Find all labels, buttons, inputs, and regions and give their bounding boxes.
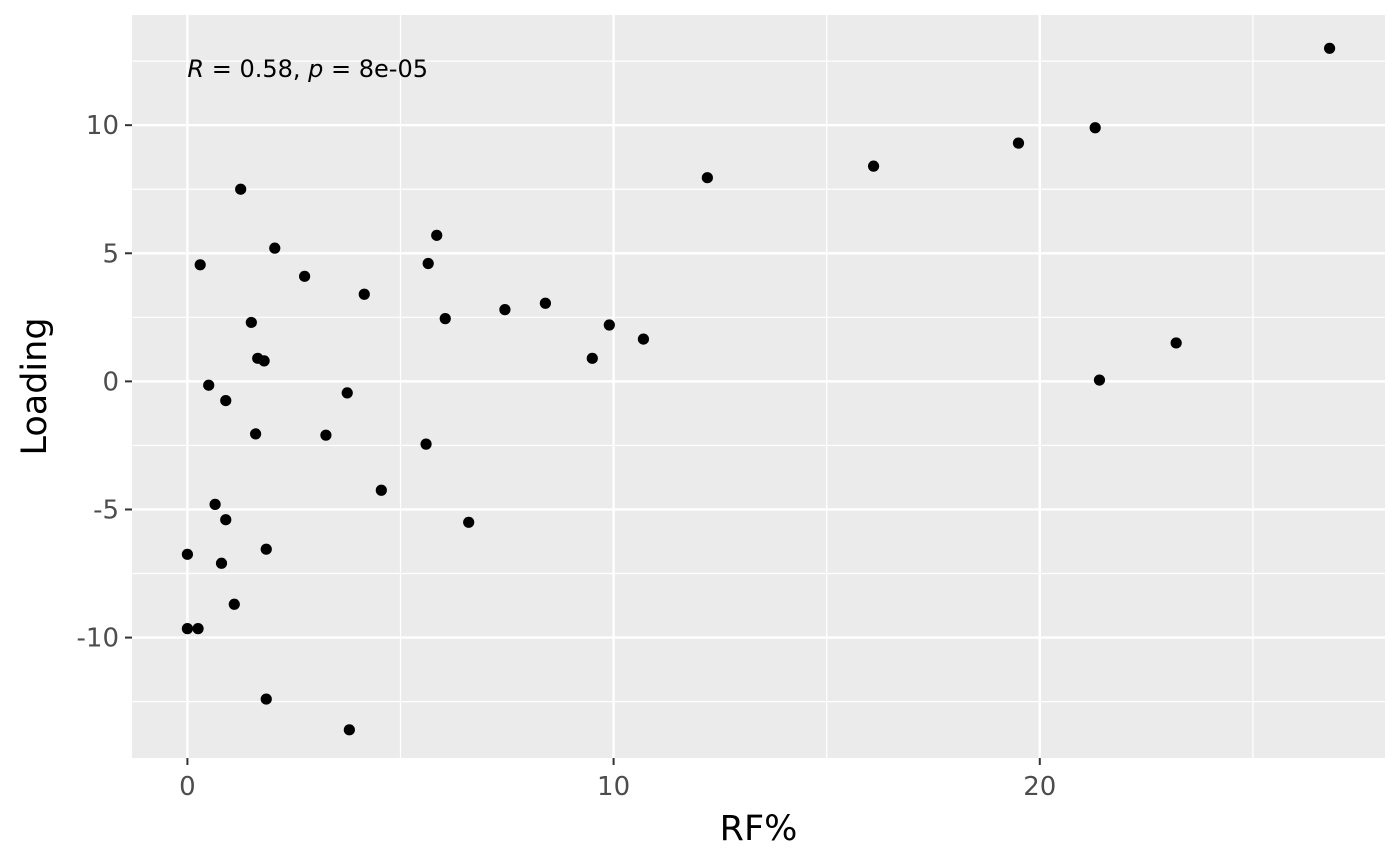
y-tick-label: 0 — [102, 367, 119, 397]
annotation-p-value: = 8e-05 — [323, 55, 428, 83]
data-point — [181, 548, 194, 560]
data-point — [603, 319, 615, 331]
data-point — [269, 242, 281, 254]
data-point — [260, 543, 272, 555]
data-point — [1093, 374, 1106, 386]
data-point — [1012, 137, 1025, 149]
annotation-r-value: = 0.58, — [204, 55, 308, 83]
data-point — [701, 172, 713, 184]
plot-panel — [132, 15, 1385, 758]
data-point — [867, 160, 880, 172]
x-tick-label: 20 — [1023, 772, 1056, 802]
y-axis-title: Loading — [15, 317, 55, 455]
correlation-annotation: R = 0.58, p = 8e-05 — [187, 55, 428, 83]
data-point — [1323, 42, 1336, 54]
data-point — [235, 183, 247, 195]
data-points — [181, 42, 1336, 736]
data-point — [260, 693, 272, 705]
data-point — [194, 259, 206, 271]
major-gridlines — [132, 15, 1385, 758]
data-point — [586, 352, 598, 364]
annotation-p-symbol: p — [307, 55, 323, 83]
data-point — [420, 438, 432, 450]
data-point — [422, 257, 434, 270]
y-tick-label: -5 — [93, 495, 119, 525]
y-axis: -10 -5 0 5 10 — [77, 111, 132, 654]
data-point — [203, 379, 215, 391]
data-point — [258, 355, 270, 367]
data-point — [463, 516, 475, 528]
y-tick-label: 10 — [86, 111, 119, 141]
data-point — [181, 623, 194, 635]
data-point — [343, 724, 355, 736]
data-point — [375, 484, 387, 496]
data-point — [249, 428, 262, 440]
data-point — [1170, 337, 1182, 349]
data-point — [431, 229, 443, 241]
data-point — [1089, 122, 1101, 134]
y-tick-label: 5 — [102, 239, 119, 269]
data-point — [192, 623, 204, 635]
x-axis: 0 10 20 — [179, 758, 1056, 802]
annotation-r-symbol: R — [187, 55, 204, 83]
data-point — [220, 514, 232, 526]
data-point — [341, 387, 353, 399]
x-tick-label: 10 — [597, 772, 630, 802]
data-point — [439, 313, 451, 325]
data-point — [320, 429, 332, 441]
x-axis-title: RF% — [720, 809, 798, 849]
data-point — [637, 333, 650, 345]
data-point — [499, 304, 511, 316]
data-point — [539, 297, 552, 309]
y-tick-label: -10 — [77, 624, 119, 654]
x-tick-label: 0 — [179, 772, 196, 802]
data-point — [215, 557, 228, 569]
data-point — [228, 598, 240, 610]
minor-gridlines — [132, 15, 1385, 758]
data-point — [358, 288, 370, 300]
data-point — [220, 394, 232, 407]
data-point — [209, 498, 221, 510]
data-point — [245, 316, 257, 329]
data-point — [299, 270, 311, 282]
